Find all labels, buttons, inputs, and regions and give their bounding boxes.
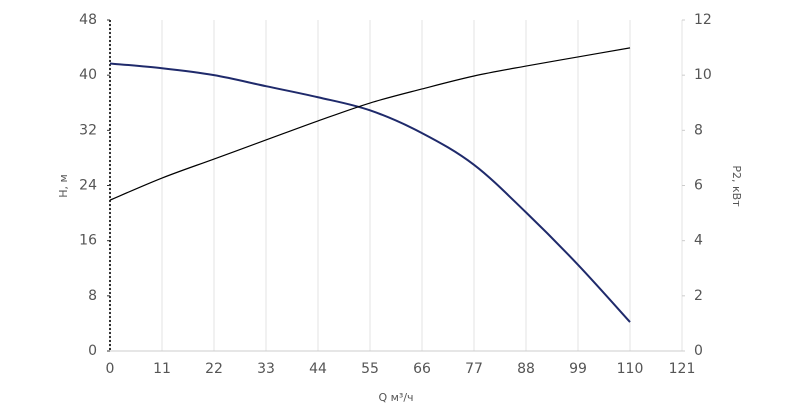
- x-tick-label: 55: [361, 361, 379, 377]
- x-tick-label: 0: [106, 361, 115, 377]
- y-tick-label: 40: [79, 67, 97, 83]
- y-axis-label: H, м: [57, 174, 70, 198]
- x-tick-label: 77: [465, 361, 483, 377]
- y2-tick-label: 2: [694, 288, 703, 304]
- x-tick-label: 121: [669, 361, 696, 377]
- x-tick-label: 110: [617, 361, 644, 377]
- y-tick-label: 16: [79, 233, 97, 249]
- x-tick-label: 99: [569, 361, 587, 377]
- y2-tick-label: 4: [694, 233, 703, 249]
- y-tick-label: 48: [79, 12, 97, 28]
- x-tick-label: 44: [309, 361, 327, 377]
- y-tick-label: 0: [88, 343, 97, 359]
- y2-tick-label: 0: [694, 343, 703, 359]
- x-tick-label: 66: [413, 361, 431, 377]
- y2-tick-label: 12: [694, 12, 712, 28]
- x-axis-label: Q м³/ч: [378, 391, 413, 404]
- y2-tick-label: 8: [694, 122, 703, 138]
- x-tick-label: 33: [257, 361, 275, 377]
- y2-tick-label: 10: [694, 67, 712, 83]
- x-tick-label: 22: [205, 361, 223, 377]
- line-series: [109, 47, 631, 201]
- x-tick-label: 88: [517, 361, 535, 377]
- y-tick-label: 32: [79, 122, 97, 138]
- y2-tick-label: 6: [694, 178, 703, 194]
- x-tick-label: 11: [153, 361, 171, 377]
- y-tick-label: 8: [88, 288, 97, 304]
- y2-axis-label: P2, кВт: [730, 165, 743, 207]
- line-series: [109, 62, 631, 323]
- y-tick-label: 24: [79, 178, 97, 194]
